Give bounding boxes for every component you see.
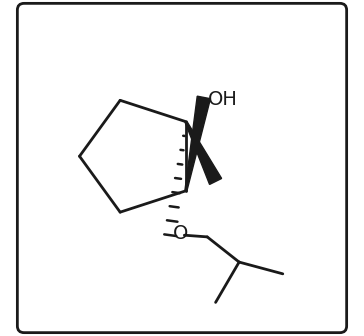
Text: O: O (173, 224, 188, 243)
Text: OH: OH (208, 90, 238, 109)
Polygon shape (185, 96, 210, 191)
Polygon shape (185, 121, 222, 184)
